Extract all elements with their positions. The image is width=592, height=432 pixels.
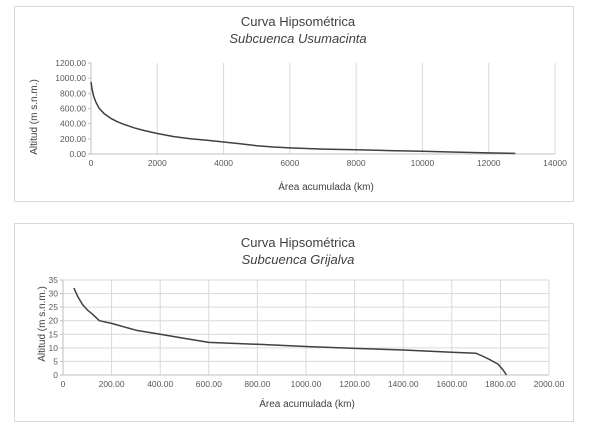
chart-b-xtick-label: 400.00 <box>147 379 173 389</box>
chart-b-container: Curva Hipsométrica Subcuenca Grijalva Al… <box>14 223 574 422</box>
chart-a-series-line <box>90 81 516 155</box>
chart-b-xtick-label: 800.00 <box>244 379 270 389</box>
chart-a-xtick-label: 0 <box>89 158 94 168</box>
chart-b-xtick-label: 0 <box>61 379 66 389</box>
chart-a-container: Curva Hipsométrica Subcuenca Usumacinta … <box>14 6 574 202</box>
chart-b-xtick-label: 1000.00 <box>291 379 322 389</box>
chart-a-xtick-label: 2000 <box>148 158 167 168</box>
chart-b-xtick-label: 1200.00 <box>339 379 370 389</box>
chart-a-xtick-label: 14000 <box>543 158 567 168</box>
chart-a-xtick-label: 10000 <box>411 158 435 168</box>
chart-a-title: Curva Hipsométrica <box>241 14 356 29</box>
chart-b-ytick-label: 30 <box>49 289 59 299</box>
chart-a-ytick-label: 800.00 <box>60 88 86 98</box>
chart-b-xtick-label: 200.00 <box>99 379 125 389</box>
chart-b-xtick-label: 1800.00 <box>485 379 516 389</box>
chart-b-xtick-label: 1400.00 <box>388 379 419 389</box>
chart-b-ytick-label: 10 <box>49 343 59 353</box>
chart-a-ytick-label: 1200.00 <box>55 58 86 68</box>
chart-a: Curva Hipsométrica Subcuenca Usumacinta … <box>29 14 567 193</box>
chart-b-ytick-label: 20 <box>49 316 59 326</box>
chart-b: Curva Hipsométrica Subcuenca Grijalva Al… <box>37 235 565 410</box>
chart-a-ytick-label: 400.00 <box>60 119 86 129</box>
chart-b-ytick-label: 0 <box>53 370 58 380</box>
chart-b-ytick-label: 35 <box>49 275 59 285</box>
chart-a-xtick-label: 6000 <box>280 158 299 168</box>
chart-a-xtick-label: 8000 <box>347 158 366 168</box>
chart-b-ytick-label: 15 <box>49 329 59 339</box>
chart-a-xtick-label: 4000 <box>214 158 233 168</box>
chart-b-xlabel: Área acumulada (km) <box>259 397 355 410</box>
chart-b-xtick-label: 600.00 <box>196 379 222 389</box>
chart-b-ytick-label: 25 <box>49 302 59 312</box>
chart-a-ytick-label: 1000.00 <box>55 73 86 83</box>
chart-a-ytick-label: 0.00 <box>69 149 86 159</box>
chart-b-ylabel: Altitud (m s.n.m.) <box>37 286 48 362</box>
chart-a-ytick-label: 600.00 <box>60 104 86 114</box>
chart-b-series-line <box>73 287 508 376</box>
chart-a-ytick-label: 200.00 <box>60 134 86 144</box>
chart-a-subtitle: Subcuenca Usumacinta <box>229 31 366 46</box>
chart-a-xtick-label: 12000 <box>477 158 501 168</box>
chart-a-xlabel: Área acumulada (km) <box>278 180 374 193</box>
chart-b-xtick-label: 2000.00 <box>534 379 565 389</box>
chart-b-ytick-label: 5 <box>53 356 58 366</box>
chart-b-xtick-label: 1600.00 <box>436 379 467 389</box>
chart-b-title: Curva Hipsométrica <box>241 235 356 250</box>
chart-b-subtitle: Subcuenca Grijalva <box>242 252 355 267</box>
chart-a-ylabel: Altitud (m s.n.m.) <box>29 79 40 155</box>
